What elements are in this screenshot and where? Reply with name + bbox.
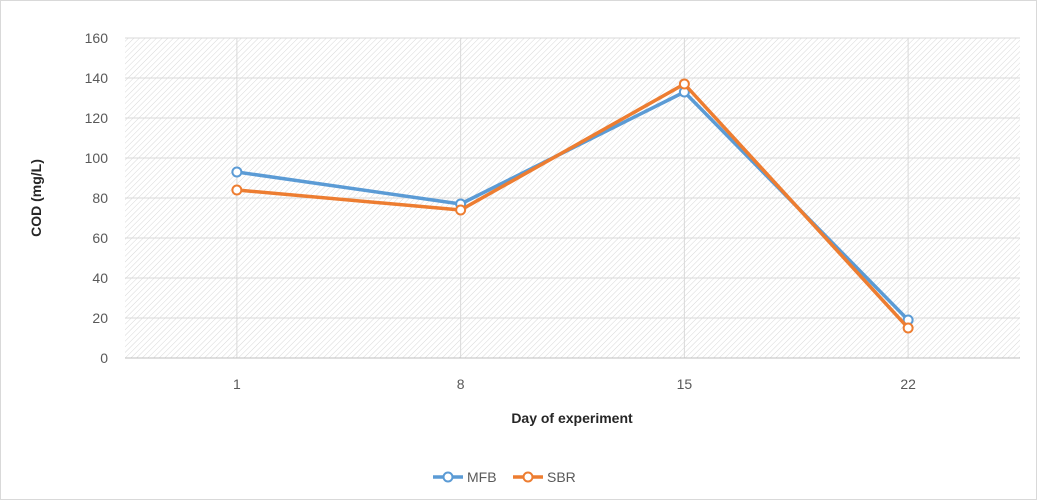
legend-item-mfb: MFB xyxy=(433,469,497,485)
series-layer xyxy=(231,78,914,334)
y-tick-labels: 0 20 40 60 80 100 120 140 160 xyxy=(85,30,109,366)
series-line xyxy=(235,82,910,330)
data-point xyxy=(231,166,243,178)
legend-marker xyxy=(442,471,454,483)
legend-item-sbr: SBR xyxy=(513,469,576,485)
y-gridlines xyxy=(125,37,1020,319)
data-point xyxy=(231,184,243,196)
legend-marker xyxy=(522,471,534,483)
x-tick-labels: 1 8 15 22 xyxy=(233,376,916,392)
y-tick-label: 140 xyxy=(85,70,109,86)
y-tick-label: 80 xyxy=(92,190,108,206)
legend-label: SBR xyxy=(547,469,576,485)
data-point xyxy=(678,78,690,90)
legend-label: MFB xyxy=(467,469,497,485)
legend: MFB SBR xyxy=(433,469,576,485)
y-tick-label: 160 xyxy=(85,30,109,46)
y-tick-label: 0 xyxy=(100,350,108,366)
y-tick-label: 60 xyxy=(92,230,108,246)
y-axis-title: COD (mg/L) xyxy=(28,159,44,237)
x-tick-label: 8 xyxy=(457,376,465,392)
y-tick-label: 120 xyxy=(85,110,109,126)
data-point xyxy=(455,204,467,216)
y-tick-label: 40 xyxy=(92,270,108,286)
series-sbr xyxy=(231,78,914,334)
x-tick-label: 15 xyxy=(677,376,693,392)
y-tick-label: 20 xyxy=(92,310,108,326)
x-tick-label: 22 xyxy=(900,376,916,392)
x-tick-label: 1 xyxy=(233,376,241,392)
x-axis-title: Day of experiment xyxy=(511,410,633,426)
data-point xyxy=(902,322,914,334)
y-tick-label: 100 xyxy=(85,150,109,166)
